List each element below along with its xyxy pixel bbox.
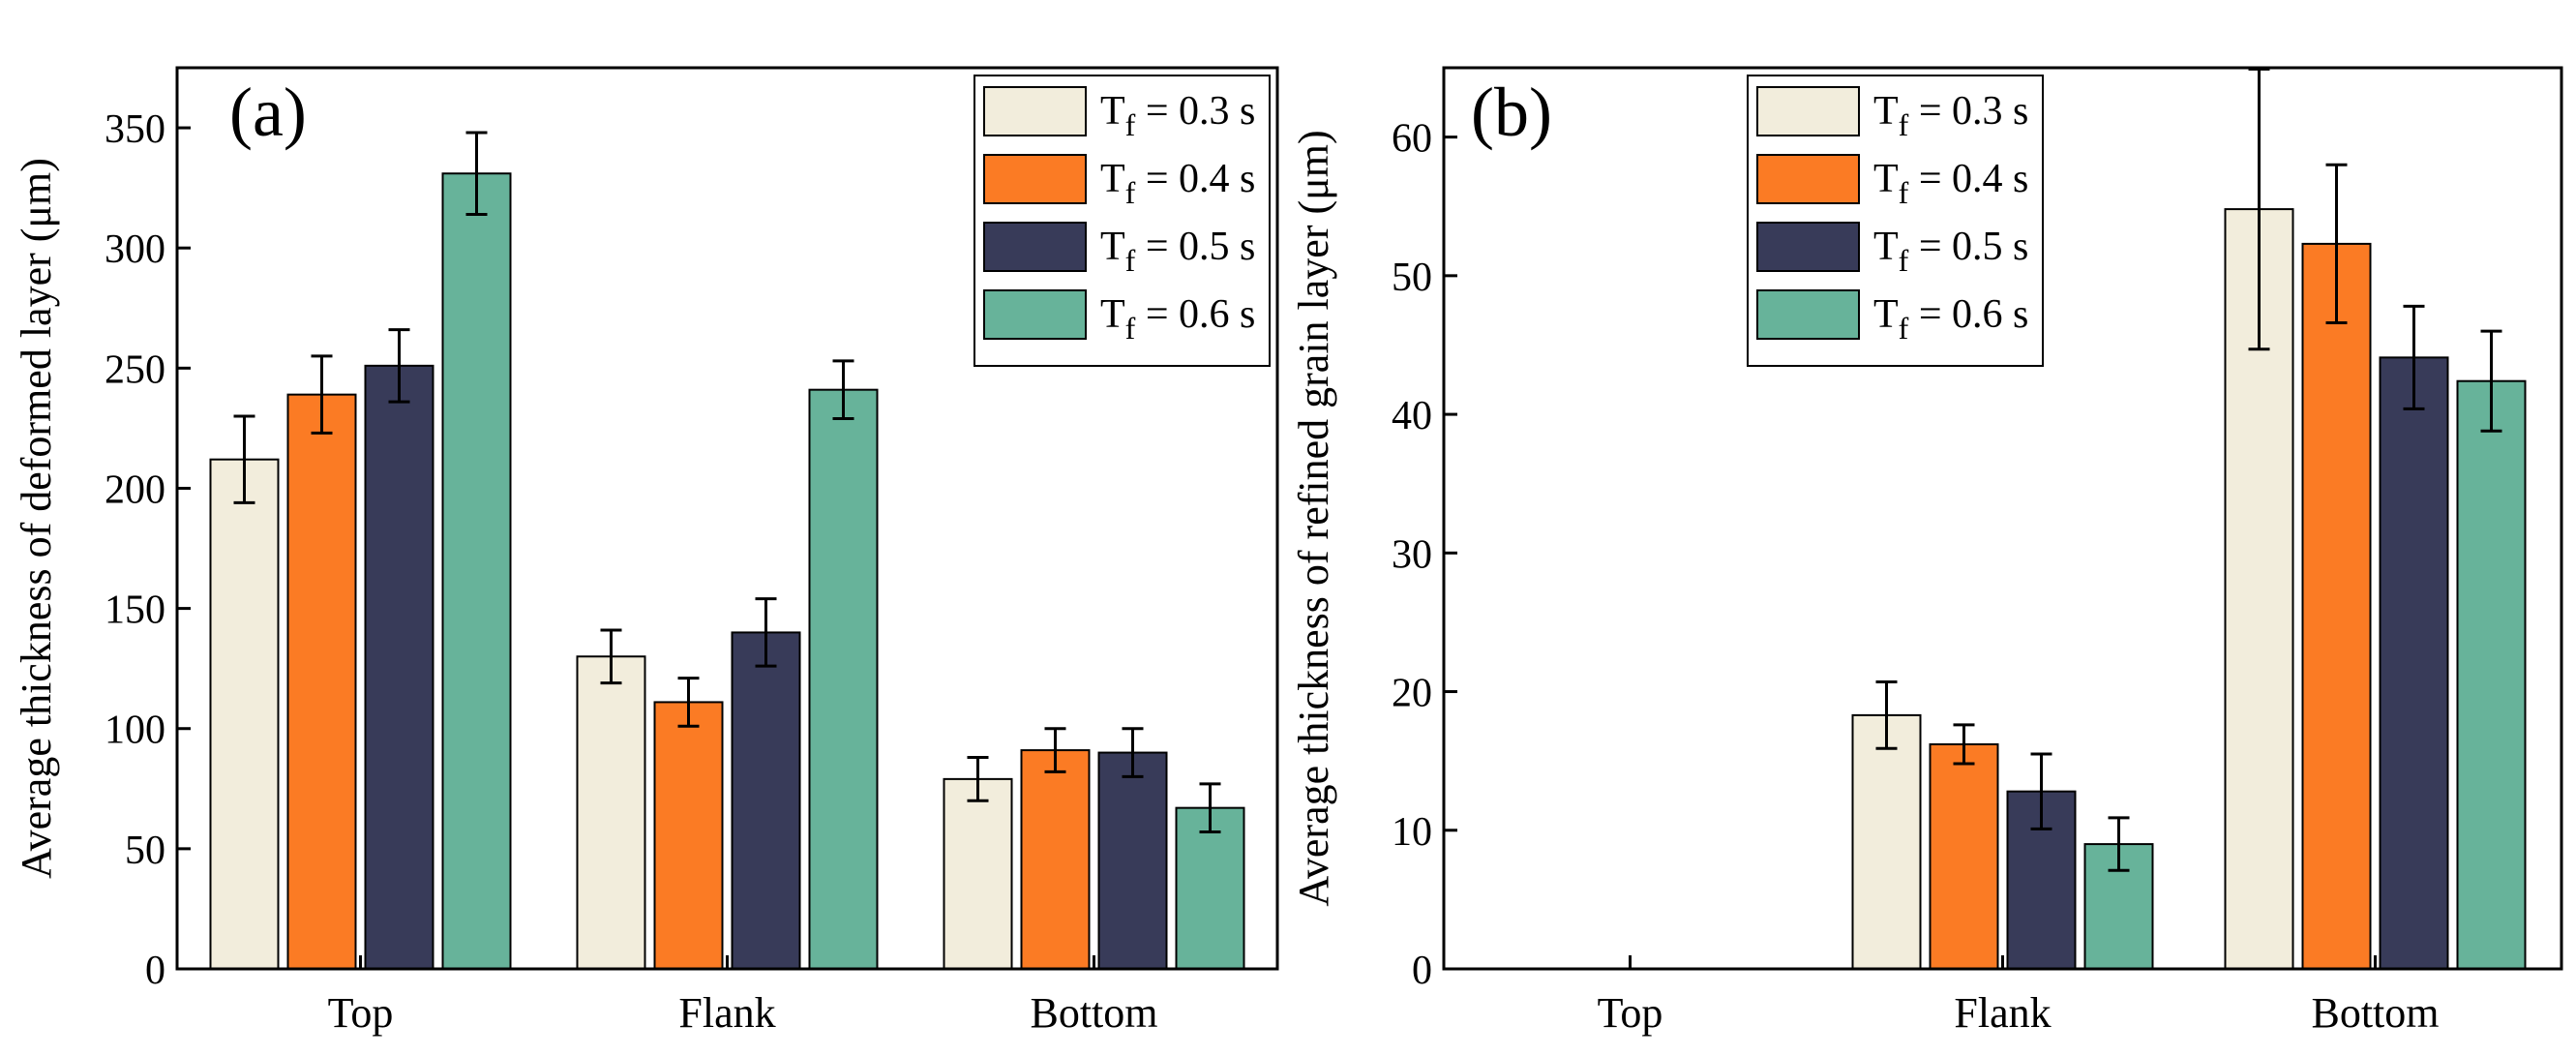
y-axis-title: Average thickness of refined grain layer… — [1290, 130, 1337, 906]
bar — [943, 777, 1013, 970]
legend-label: Tf = 0.4 s — [1873, 157, 2028, 210]
bar — [2379, 356, 2449, 970]
y-tick-label: 0 — [1412, 949, 1432, 993]
y-axis-title: Average thickness of deformed layer (μm) — [13, 158, 60, 879]
x-tick-label: Top — [328, 989, 394, 1037]
bar — [1851, 713, 1922, 970]
bar — [364, 364, 434, 971]
legend-label: Tf = 0.3 s — [1100, 89, 1255, 142]
bar — [1020, 749, 1091, 970]
legend-swatch — [983, 289, 1087, 340]
x-tick-label: Top — [1598, 989, 1663, 1037]
bar — [731, 631, 801, 971]
bar — [576, 655, 646, 971]
y-tick-label: 50 — [125, 829, 165, 873]
legend-label: Tf = 0.6 s — [1873, 292, 2028, 346]
bar — [441, 172, 512, 971]
bar — [808, 388, 879, 971]
bar — [653, 701, 724, 970]
x-tick-label: Bottom — [1030, 989, 1157, 1037]
y-tick-label: 350 — [105, 107, 165, 152]
y-tick-label: 60 — [1392, 117, 1432, 162]
legend-label: Tf = 0.6 s — [1100, 292, 1255, 346]
panel-label: (a) — [229, 74, 307, 151]
legend-swatch — [983, 86, 1087, 136]
chart-panel-0: 0 50 100 150 200 250 300 350 Top Flank Bottom Avera… — [13, 66, 1279, 1037]
bar — [1175, 806, 1245, 970]
legend-swatch — [1756, 289, 1860, 340]
legend-label: Tf = 0.4 s — [1100, 157, 1255, 210]
y-tick-label: 100 — [105, 709, 165, 753]
legend-swatch — [983, 154, 1087, 204]
bar — [209, 458, 280, 970]
bar — [1929, 742, 1999, 970]
x-tick-label: Flank — [678, 989, 775, 1037]
y-tick-label: 50 — [1392, 256, 1432, 300]
panel-label: (b) — [1471, 74, 1552, 151]
y-tick-label: 300 — [105, 227, 165, 272]
y-tick-label: 0 — [145, 949, 165, 993]
bar — [1097, 751, 1168, 970]
legend: Tf = 0.3 s Tf = 0.4 s Tf = 0.5 s Tf = 0.6 s — [973, 75, 1271, 367]
legend-swatch — [1756, 86, 1860, 136]
y-tick-label: 40 — [1392, 394, 1432, 438]
legend-label: Tf = 0.5 s — [1100, 225, 1255, 278]
y-tick-label: 150 — [105, 588, 165, 633]
x-tick-label: Flank — [1954, 989, 2051, 1037]
legend-label: Tf = 0.5 s — [1873, 225, 2028, 278]
legend: Tf = 0.3 s Tf = 0.4 s Tf = 0.5 s Tf = 0.6 s — [1747, 75, 2044, 367]
bar — [2456, 379, 2527, 970]
y-tick-label: 30 — [1392, 532, 1432, 577]
y-tick-label: 20 — [1392, 672, 1432, 716]
legend-swatch — [983, 222, 1087, 272]
y-tick-label: 250 — [105, 347, 165, 392]
chart-panel-1: 0 10 20 30 40 50 60 Top Flank Bottom Average thick… — [1290, 66, 2563, 1037]
legend-swatch — [1756, 222, 1860, 272]
bar — [2301, 242, 2372, 970]
bar — [286, 393, 357, 971]
legend-label: Tf = 0.3 s — [1873, 89, 2028, 142]
y-tick-label: 10 — [1392, 810, 1432, 855]
legend-swatch — [1756, 154, 1860, 204]
y-tick-label: 200 — [105, 468, 165, 512]
x-tick-label: Bottom — [2311, 989, 2439, 1037]
